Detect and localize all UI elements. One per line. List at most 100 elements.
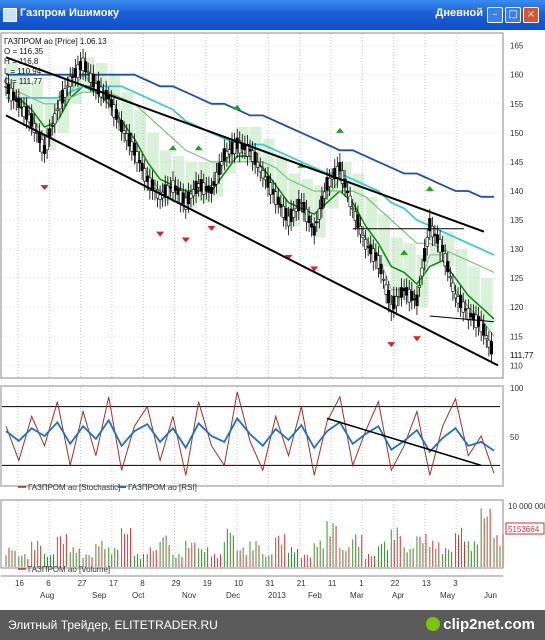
candle-body [207, 185, 211, 193]
up-arrow-marker [335, 127, 344, 133]
candle-body [369, 244, 373, 255]
candle-body [284, 207, 288, 221]
candle-body [132, 142, 137, 156]
up-arrow-marker [425, 185, 434, 191]
candle-body [199, 178, 203, 192]
down-arrow-marker [310, 266, 319, 272]
candle-body [27, 114, 31, 123]
volume-tick-label: 10 000 000 [508, 502, 545, 511]
down-arrow-marker [207, 225, 216, 231]
app-icon [3, 8, 17, 22]
maximize-button[interactable]: □ [505, 7, 521, 23]
candle-body [464, 308, 468, 311]
ichimoku-cloud-segment [429, 237, 442, 267]
candle-body [484, 335, 488, 340]
price-tick-label: 155 [510, 100, 524, 109]
candle-body [40, 139, 44, 153]
candle-body [394, 296, 399, 307]
candle-body [456, 296, 460, 304]
ichimoku-cloud-segment [404, 243, 416, 302]
ichimoku-cloud-segment [121, 92, 134, 139]
candle-body [351, 207, 355, 210]
candle-body [235, 137, 239, 150]
window-titlebar: Газпром Ишимоку Дневной – □ × [0, 0, 545, 30]
ichimoku-cloud-segment [455, 249, 468, 302]
candle-body [112, 104, 116, 118]
minimize-button[interactable]: – [487, 7, 503, 23]
candle-body [302, 202, 306, 213]
candle-body [420, 267, 424, 277]
x-month-tick: 2013 [268, 591, 286, 600]
oscillator-trendline [326, 417, 482, 467]
candle-body [78, 61, 83, 71]
x-day-tick: 11 [328, 579, 337, 588]
x-day-tick: 3 [453, 579, 458, 588]
candle-body [443, 253, 447, 267]
price-info-line: H = 116,8 [4, 57, 39, 66]
candle-body [328, 177, 332, 188]
price-tick-label: 120 [510, 303, 524, 312]
candle-body [279, 203, 283, 208]
close-button[interactable]: × [523, 7, 539, 23]
x-month-tick: May [440, 591, 455, 600]
price-series-ma-slow [6, 73, 494, 198]
candle-body [397, 296, 401, 299]
candle-body [430, 225, 434, 238]
candle-body [299, 201, 303, 204]
x-month-tick: Apr [392, 591, 405, 600]
candle-body [73, 68, 77, 78]
candle-body [292, 209, 296, 218]
volume-last-label: 5153664 [508, 525, 540, 534]
ichimoku-cloud-segment [288, 173, 301, 226]
candle-body [286, 215, 291, 227]
candle-body [343, 178, 347, 188]
price-tick-label: 140 [510, 187, 524, 196]
x-month-tick: Aug [40, 591, 54, 600]
candle-body [412, 298, 416, 301]
x-month-tick: Jun [484, 591, 497, 600]
candle-body [176, 188, 180, 195]
candle-body [410, 290, 414, 301]
candle-body [425, 237, 429, 247]
candle-body [446, 261, 450, 273]
candle-body [384, 284, 388, 295]
candle-body [50, 124, 54, 127]
support-line [429, 315, 495, 323]
ichimoku-cloud-segment [365, 196, 378, 250]
candle-body [166, 185, 170, 197]
ichimoku-cloud-segment [275, 156, 288, 209]
ichimoku-cloud-segment [18, 68, 31, 110]
stoch-legend-label: ГАЗПРОМ ао [Stochastic] [28, 483, 120, 492]
candle-body [119, 119, 124, 132]
candle-body [19, 106, 24, 109]
candle-body [63, 88, 67, 98]
ichimoku-cloud-segment [468, 266, 480, 319]
x-month-tick: Sep [92, 591, 107, 600]
candle-body [9, 87, 13, 102]
candle-body [423, 248, 427, 262]
candle-body [392, 295, 396, 310]
ichimoku-cloud-segment [6, 63, 18, 98]
timeframe-label[interactable]: Дневной [435, 7, 484, 19]
candle-body [181, 192, 185, 204]
down-arrow-marker [387, 342, 396, 348]
candle-body [60, 89, 65, 104]
ichimoku-cloud-segment [185, 161, 198, 209]
candle-body [37, 132, 41, 143]
down-arrow-marker [181, 237, 190, 243]
ichimoku-cloud-segment [57, 92, 69, 133]
x-day-tick: 27 [78, 579, 87, 588]
window-title: Газпром Ишимоку [20, 7, 120, 19]
candle-body [145, 175, 149, 182]
candle-body [197, 183, 201, 188]
candle-body [361, 235, 365, 238]
x-day-tick: 21 [297, 579, 306, 588]
candle-body [114, 109, 119, 120]
candle-body [304, 208, 309, 223]
candle-body [220, 161, 224, 166]
candle-body [122, 130, 126, 134]
candle-body [417, 285, 422, 288]
candle-body [89, 73, 93, 83]
footer-credit: Элитный Трейдер, ELITETRADER.RU [8, 618, 218, 632]
candle-body [158, 194, 162, 200]
